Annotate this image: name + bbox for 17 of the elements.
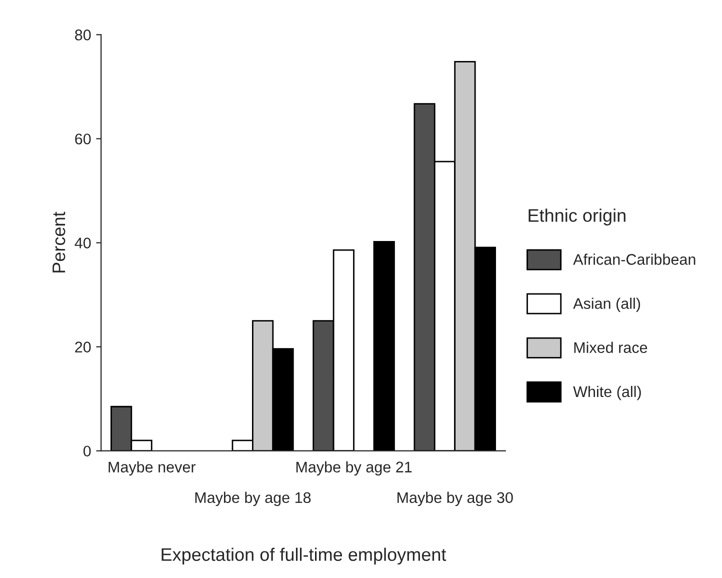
- x-tick-label: Maybe by age 18: [195, 492, 311, 506]
- legend-label: Asian (all): [573, 298, 640, 312]
- x-tick-label: Maybe by age 21: [296, 461, 412, 476]
- legend-label: Mixed race: [574, 342, 648, 354]
- legend-label: White (all): [573, 386, 641, 400]
- y-tick-label: 20: [75, 342, 91, 352]
- y-tick-label: 80: [75, 30, 91, 40]
- x-tick-label: Maybe by age 30: [398, 492, 513, 506]
- y-tick-label: 0: [83, 446, 91, 457]
- y-tick-label: 60: [75, 134, 91, 144]
- legend-label: African-Caribbean: [573, 254, 696, 265]
- x-axis-title: Expectation of full-time employment: [162, 548, 446, 565]
- bar: [373, 241, 395, 451]
- x-tick-label: Maybe never: [108, 461, 196, 476]
- y-axis-title: Percent: [52, 212, 66, 272]
- legend-title: Ethnic origin: [528, 208, 626, 226]
- y-tick-label: 40: [74, 238, 91, 248]
